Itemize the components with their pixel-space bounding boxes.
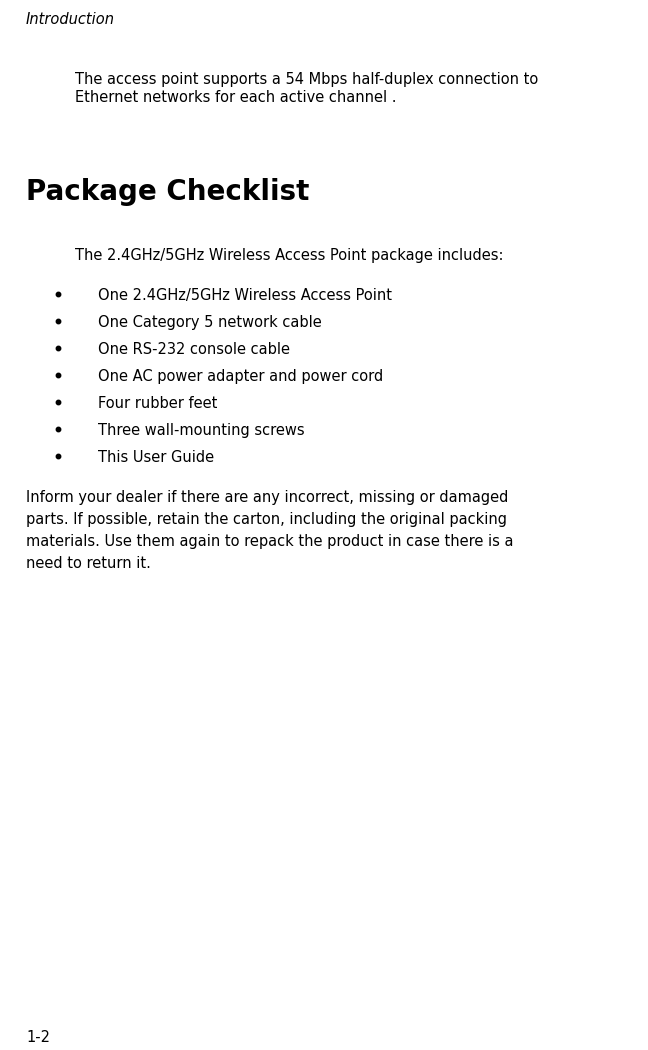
Text: The access point supports a 54 Mbps half-duplex connection to: The access point supports a 54 Mbps half…	[75, 72, 538, 87]
Text: Four rubber feet: Four rubber feet	[98, 396, 217, 411]
Text: The 2.4GHz/5GHz Wireless Access Point package includes:: The 2.4GHz/5GHz Wireless Access Point pa…	[75, 248, 503, 262]
Text: One 2.4GHz/5GHz Wireless Access Point: One 2.4GHz/5GHz Wireless Access Point	[98, 288, 392, 303]
Text: This User Guide: This User Guide	[98, 450, 214, 465]
Text: materials. Use them again to repack the product in case there is a: materials. Use them again to repack the …	[26, 534, 513, 549]
Text: need to return it.: need to return it.	[26, 556, 151, 571]
Text: Introduction: Introduction	[26, 12, 115, 27]
Text: One RS-232 console cable: One RS-232 console cable	[98, 342, 290, 357]
Text: 1-2: 1-2	[26, 1030, 50, 1045]
Text: Package Checklist: Package Checklist	[26, 178, 309, 206]
Text: Three wall-mounting screws: Three wall-mounting screws	[98, 423, 305, 438]
Text: Inform your dealer if there are any incorrect, missing or damaged: Inform your dealer if there are any inco…	[26, 490, 509, 505]
Text: parts. If possible, retain the carton, including the original packing: parts. If possible, retain the carton, i…	[26, 512, 507, 527]
Text: One Category 5 network cable: One Category 5 network cable	[98, 315, 322, 330]
Text: Ethernet networks for each active channel .: Ethernet networks for each active channe…	[75, 90, 397, 105]
Text: One AC power adapter and power cord: One AC power adapter and power cord	[98, 369, 383, 384]
